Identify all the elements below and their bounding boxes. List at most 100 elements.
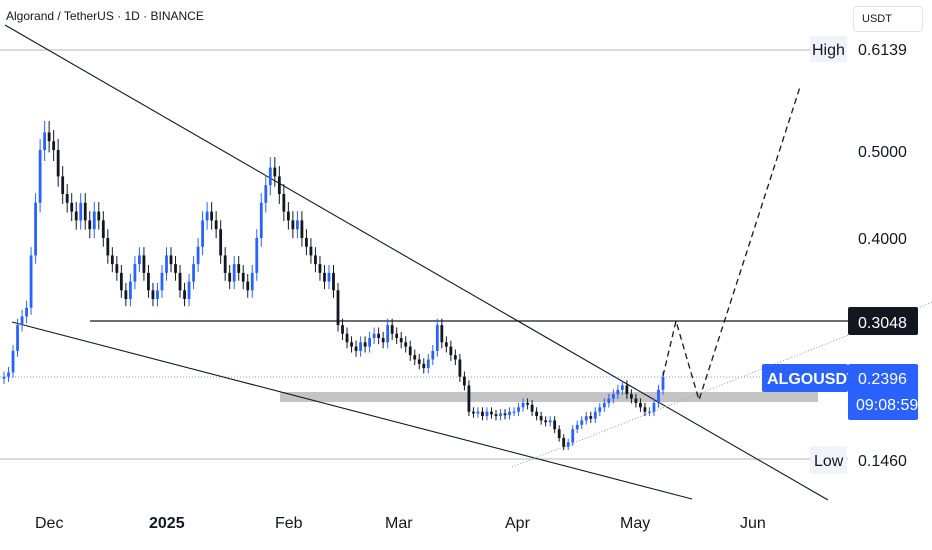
- candle-body: [183, 290, 186, 300]
- candle-body: [395, 333, 399, 339]
- candle-body: [88, 220, 92, 230]
- candle-body: [359, 342, 362, 351]
- candle-body: [61, 176, 65, 194]
- candle-body: [327, 272, 331, 282]
- candle-body: [2, 376, 6, 379]
- candle-body: [557, 429, 561, 438]
- candle-body: [79, 202, 83, 221]
- x-tick-may: May: [620, 515, 650, 532]
- candle-body: [156, 290, 159, 300]
- candle-body: [305, 238, 308, 247]
- symbol-title: Algorand / TetherUS · 1D · BINANCE: [6, 9, 204, 23]
- candle-body: [539, 416, 543, 421]
- candle-body: [223, 255, 227, 273]
- last-price-badge: [848, 364, 918, 420]
- candle-body: [124, 290, 128, 300]
- y-tick-0.5000: 0.5000: [858, 144, 907, 161]
- candle-body: [390, 325, 394, 334]
- candle-body: [219, 229, 223, 256]
- candle-body: [408, 346, 412, 356]
- candle-body: [350, 342, 353, 347]
- candle-body: [295, 220, 299, 230]
- candle-body: [29, 255, 33, 308]
- candle-body: [47, 132, 51, 142]
- candle-body: [196, 246, 200, 265]
- candle-body: [138, 255, 141, 265]
- candle-body: [530, 404, 534, 412]
- projection-path: [662, 86, 801, 403]
- candle-body: [332, 272, 335, 291]
- x-tick-jun: Jun: [740, 515, 766, 532]
- candle-body: [250, 272, 254, 291]
- candle-body: [377, 333, 381, 339]
- candle-body: [160, 272, 164, 291]
- candle-body: [201, 220, 205, 247]
- candle-body: [115, 264, 119, 273]
- y-tick-0.4000: 0.4000: [858, 231, 907, 248]
- candle-body: [354, 346, 358, 351]
- candle-body: [74, 211, 78, 221]
- candle-body: [291, 220, 295, 230]
- candle-body: [119, 272, 123, 291]
- candle-body: [246, 281, 250, 291]
- candle-body: [580, 420, 584, 425]
- candle-body: [187, 281, 191, 300]
- candle-body: [503, 413, 507, 416]
- candle-body: [255, 238, 259, 273]
- symbol-label: ALGOUSDT: [767, 371, 857, 388]
- candle-body: [309, 246, 313, 256]
- candle-body: [128, 281, 132, 300]
- low-label: Low: [814, 453, 844, 470]
- candle-body: [639, 402, 642, 408]
- high-label-tag: [810, 36, 847, 62]
- candle-body: [25, 307, 28, 317]
- candle-body: [268, 167, 272, 186]
- candle-body: [417, 359, 421, 364]
- candle-body: [453, 355, 457, 360]
- candle-body: [133, 264, 137, 282]
- candle-body: [566, 442, 570, 447]
- candle-body: [399, 338, 403, 343]
- candle-body: [106, 238, 110, 256]
- candle-body: [169, 255, 173, 265]
- candle-body: [381, 338, 385, 343]
- candle-body: [584, 416, 588, 421]
- candle-body: [548, 420, 552, 423]
- symbol-badge: [762, 364, 848, 392]
- candle-body: [92, 211, 96, 230]
- low-value: 0.1460: [858, 453, 907, 470]
- candle-body: [43, 132, 47, 150]
- resistance-badge: [848, 307, 918, 335]
- candle-body: [630, 394, 633, 399]
- candle-body: [83, 202, 87, 221]
- candles: [2, 121, 665, 451]
- candle-body: [643, 407, 647, 412]
- lower-wedge-line: [11, 321, 693, 500]
- candle-body: [38, 150, 42, 203]
- candle-body: [544, 420, 548, 423]
- candle-body: [553, 420, 557, 430]
- candle-body: [142, 255, 146, 273]
- candle-body: [616, 389, 620, 395]
- candle-body: [517, 407, 520, 412]
- x-tick-mar: Mar: [385, 515, 413, 532]
- candle-body: [70, 202, 74, 212]
- candle-body: [210, 211, 214, 221]
- candle-body: [56, 150, 60, 177]
- candle-body: [593, 411, 597, 419]
- candle-body: [205, 211, 209, 221]
- candle-body: [526, 402, 529, 405]
- currency-unit-button[interactable]: USDT: [853, 6, 923, 32]
- candle-body: [485, 411, 489, 417]
- candle-body: [345, 333, 349, 343]
- candle-body: [232, 264, 236, 282]
- candle-body: [462, 376, 466, 386]
- candle-body: [336, 290, 340, 326]
- high-label: High: [812, 42, 845, 59]
- candle-body: [282, 194, 286, 212]
- candle-body: [426, 359, 430, 369]
- candle-body: [467, 385, 471, 412]
- candle-body: [634, 398, 638, 403]
- candle-body: [7, 372, 10, 377]
